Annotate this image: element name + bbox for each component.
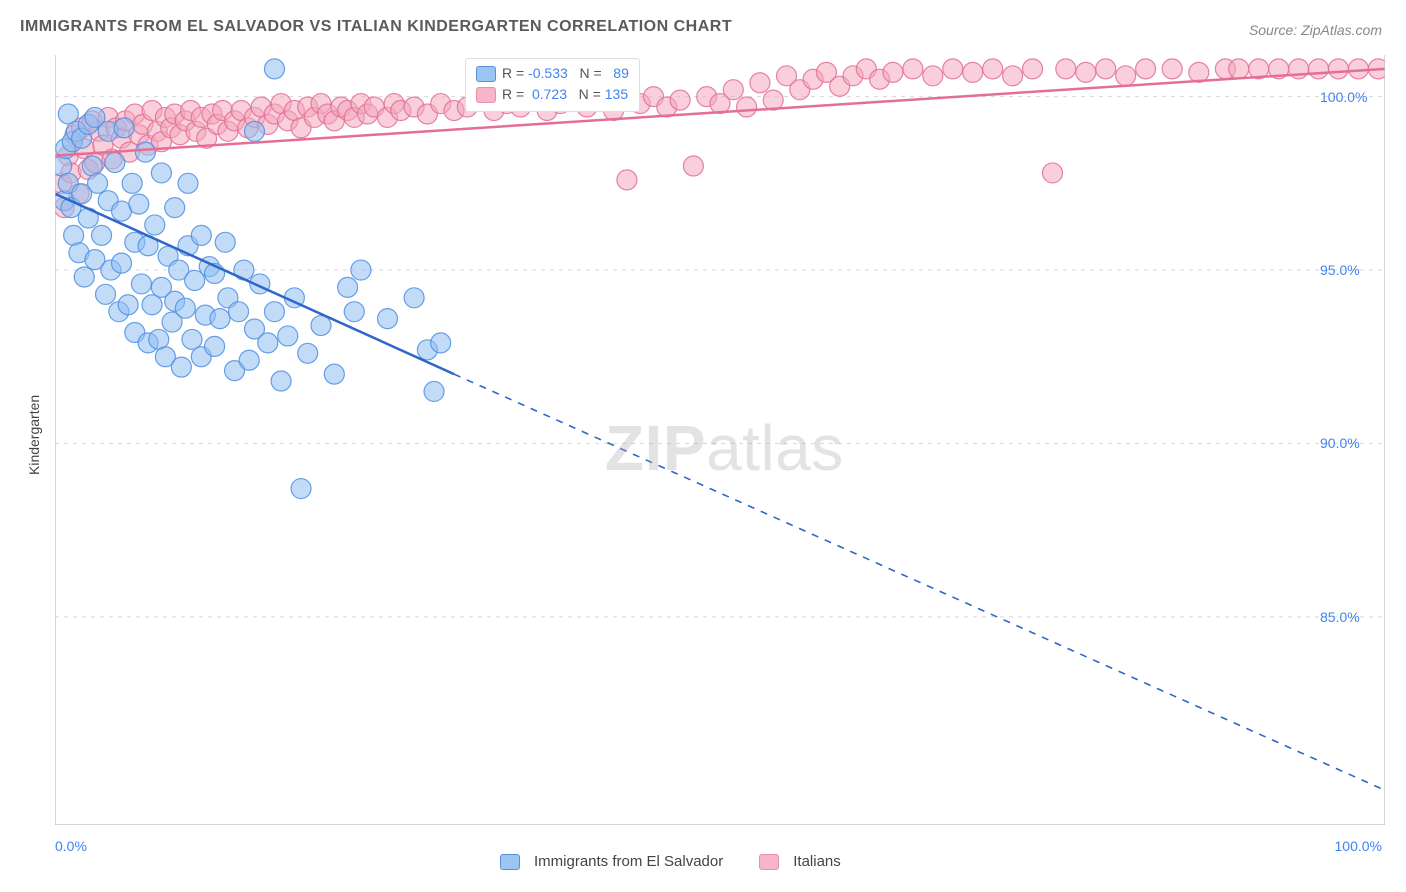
legend-swatch-pink (759, 854, 779, 870)
legend-label-blue: Immigrants from El Salvador (534, 853, 723, 870)
n-value-blue: 89 (606, 63, 629, 84)
y-axis-label: Kindergarten (26, 395, 42, 475)
y-tick-label: 85.0% (1320, 609, 1360, 625)
y-tick-label: 100.0% (1320, 89, 1367, 105)
chart-title: IMMIGRANTS FROM EL SALVADOR VS ITALIAN K… (20, 18, 732, 36)
n-value-pink: 135 (605, 84, 628, 105)
watermark-text: ZIPatlas (605, 412, 844, 484)
y-tick-label: 90.0% (1320, 435, 1360, 451)
x-axis-max-label: 100.0% (1335, 838, 1382, 854)
source-label: Source: (1249, 22, 1297, 38)
source-value: ZipAtlas.com (1301, 22, 1382, 38)
x-axis-min-label: 0.0% (55, 838, 87, 854)
stats-legend: R = -0.533 N = 89 R = 0.723 N = 135 (465, 58, 640, 112)
legend-swatch-blue (476, 66, 496, 82)
legend-swatch-pink (476, 87, 496, 103)
chart-source: Source: ZipAtlas.com (1249, 22, 1382, 38)
r-value-pink: 0.723 (532, 84, 567, 105)
legend-label-pink: Italians (793, 853, 841, 870)
legend-swatch-blue (500, 854, 520, 870)
y-tick-label: 95.0% (1320, 262, 1360, 278)
r-value-blue: -0.533 (528, 63, 568, 84)
stats-row-pink: R = 0.723 N = 135 (476, 84, 629, 105)
stats-row-blue: R = -0.533 N = 89 (476, 63, 629, 84)
series-legend: Immigrants from El Salvador Italians (500, 853, 841, 870)
correlation-chart: ZIPatlas (55, 55, 1385, 825)
